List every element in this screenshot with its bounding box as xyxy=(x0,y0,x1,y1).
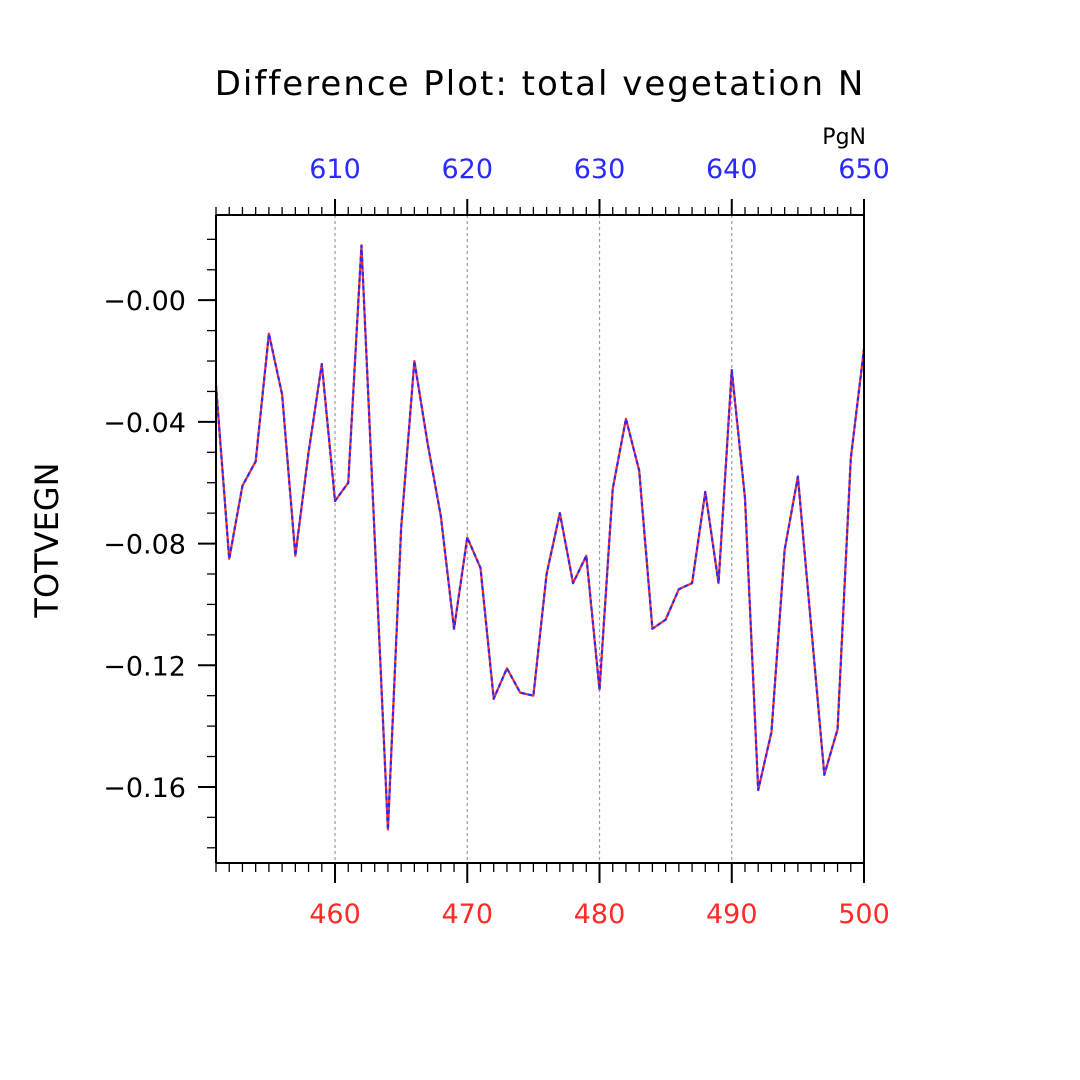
y-tick-label: −0.04 xyxy=(103,408,186,439)
y-tick-label: −0.16 xyxy=(103,773,186,804)
y-tick-label: −0.12 xyxy=(103,651,186,682)
x-top-tick-label: 640 xyxy=(706,154,758,185)
y-tick-label: −0.08 xyxy=(103,530,186,561)
series-line-top xyxy=(214,244,866,831)
grid-lines xyxy=(334,215,733,863)
axes xyxy=(215,214,865,864)
x-bottom-tick-label: 470 xyxy=(441,899,493,930)
units-label: PgN xyxy=(822,125,866,150)
chart-title: Difference Plot: total vegetation N xyxy=(215,64,866,104)
x-bottom-tick-label: 490 xyxy=(706,899,758,930)
series-layer xyxy=(214,244,866,831)
y-axis-label: TOTVEGN xyxy=(28,462,66,618)
x-bottom-tick-label: 500 xyxy=(838,899,890,930)
series-line-bottom xyxy=(214,244,866,831)
y-tick-label: −0.00 xyxy=(103,286,186,317)
x-top-tick-label: 610 xyxy=(309,154,361,185)
x-top-tick-label: 630 xyxy=(574,154,626,185)
x-top-tick-label: 650 xyxy=(838,154,890,185)
x-bottom-tick-label: 480 xyxy=(574,899,626,930)
x-bottom-tick-label: 460 xyxy=(309,899,361,930)
tick-marks xyxy=(198,199,865,883)
x-top-tick-label: 620 xyxy=(441,154,493,185)
tick-labels: −0.00 −0.04 −0.08 −0.12 −0.16 460 470 480 490 500… xyxy=(103,154,890,930)
